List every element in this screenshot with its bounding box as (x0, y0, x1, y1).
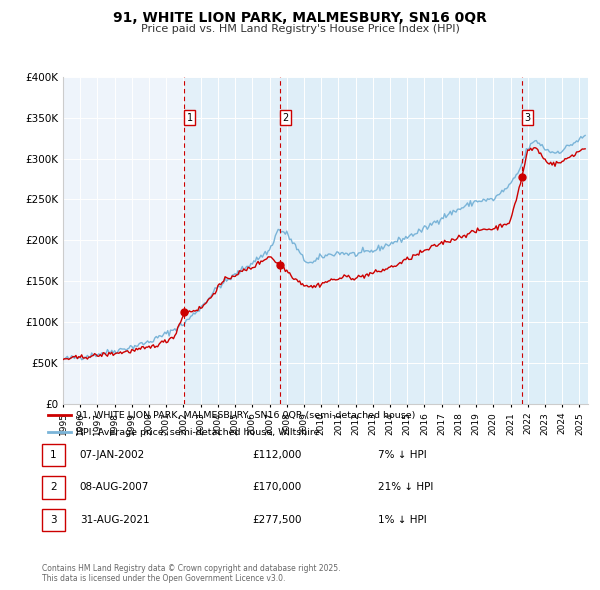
Text: 08-AUG-2007: 08-AUG-2007 (80, 483, 149, 492)
Text: Price paid vs. HM Land Registry's House Price Index (HPI): Price paid vs. HM Land Registry's House … (140, 24, 460, 34)
Point (179, 308, 189, 317)
Text: Contains HM Land Registry data © Crown copyright and database right 2025.
This d: Contains HM Land Registry data © Crown c… (42, 563, 341, 583)
Text: £170,000: £170,000 (252, 483, 301, 492)
Text: 91, WHITE LION PARK, MALMESBURY, SN16 0QR (semi-detached house): 91, WHITE LION PARK, MALMESBURY, SN16 0Q… (76, 411, 416, 419)
Text: 7% ↓ HPI: 7% ↓ HPI (378, 450, 427, 460)
Text: 31-AUG-2021: 31-AUG-2021 (80, 515, 149, 525)
Point (517, 172, 527, 182)
Text: 3: 3 (524, 113, 530, 123)
Text: 07-JAN-2002: 07-JAN-2002 (80, 450, 145, 460)
Text: 91, WHITE LION PARK, MALMESBURY, SN16 0QR: 91, WHITE LION PARK, MALMESBURY, SN16 0Q… (113, 11, 487, 25)
Bar (280, 77, 588, 404)
Text: 1: 1 (187, 113, 193, 123)
Text: 1: 1 (50, 450, 57, 460)
Text: 2: 2 (282, 113, 289, 123)
Bar (184, 77, 588, 404)
Bar (522, 77, 588, 404)
Text: 2: 2 (50, 483, 57, 492)
Text: 3: 3 (50, 515, 57, 525)
Text: 21% ↓ HPI: 21% ↓ HPI (378, 483, 433, 492)
Point (275, 260, 284, 270)
Text: HPI: Average price, semi-detached house, Wiltshire: HPI: Average price, semi-detached house,… (76, 428, 320, 437)
Text: £277,500: £277,500 (252, 515, 302, 525)
Text: £112,000: £112,000 (252, 450, 301, 460)
Text: 1% ↓ HPI: 1% ↓ HPI (378, 515, 427, 525)
